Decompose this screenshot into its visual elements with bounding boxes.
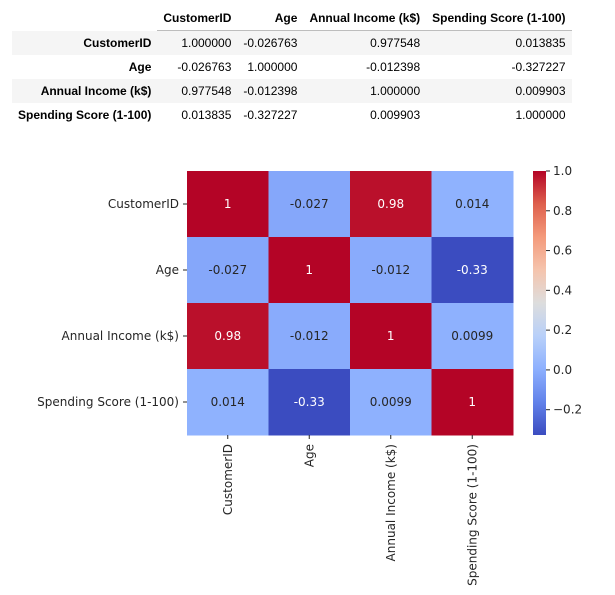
y-tick-label: Age: [156, 263, 179, 277]
cell-annotation: 0.98: [377, 197, 404, 211]
heatmap-cell: [187, 237, 269, 304]
table-row: Age -0.026763 1.000000 -0.012398 -0.327227: [12, 55, 572, 79]
heatmap-cell: [350, 171, 432, 238]
cell-annotation: -0.012: [371, 263, 410, 277]
heatmap-cell: [268, 237, 351, 304]
column-header: Spending Score (1-100): [426, 6, 572, 31]
cell-annotation: -0.027: [290, 197, 329, 211]
cell-annotation: 0.98: [214, 329, 241, 343]
table-cell: 0.009903: [370, 108, 421, 122]
heatmap-cell: [431, 171, 514, 238]
table-cell: -0.327227: [511, 60, 566, 74]
table-cell: 1.000000: [247, 60, 298, 74]
colorbar-tick-label: 0.8: [553, 204, 572, 218]
cell-annotation: 1: [305, 263, 313, 277]
table-row: CustomerID 1.000000 -0.026763 0.977548 0.013…: [12, 30, 572, 55]
heatmap-cell: [431, 303, 514, 370]
heatmap-cell: [431, 237, 514, 304]
heatmap-cell: [431, 369, 514, 436]
table-cell: -0.327227: [243, 108, 298, 122]
table-body: CustomerID 1.000000 -0.026763 0.977548 0.013…: [12, 30, 572, 128]
table-cell: -0.026763: [177, 60, 232, 74]
heatmap-cell: [187, 369, 269, 436]
x-tick-label: Annual Income (k$): [384, 444, 398, 561]
colorbar-tick-label: 0.0: [553, 363, 572, 377]
colorbar-tick-label: −0.2: [553, 403, 582, 417]
table-cell: -0.012398: [243, 84, 298, 98]
cell-annotation: -0.33: [294, 395, 325, 409]
row-header: Age: [128, 60, 152, 74]
cell-annotation: -0.33: [457, 263, 488, 277]
colorbar-tick-label: 0.4: [553, 283, 572, 297]
colorbar: [533, 171, 546, 435]
colorbar-tick-label: 1.0: [553, 164, 572, 178]
table-row: Annual Income (k$) 0.977548 -0.012398 1.000…: [12, 79, 572, 103]
correlation-table: CustomerID Age Annual Income (k$) Spending …: [12, 6, 572, 127]
colorbar-tick-label: 0.6: [553, 244, 572, 258]
row-header: Annual Income (k$): [40, 84, 152, 98]
heatmap-cell: [187, 171, 269, 238]
heatmap-cell: [187, 303, 269, 370]
table-row: Spending Score (1-100) 0.013835 -0.327227 0…: [12, 103, 572, 127]
table-cell: 1.000000: [515, 108, 566, 122]
heatmap-cell: [350, 303, 432, 370]
column-header: Annual Income (k$): [303, 6, 427, 31]
table-cell: 0.013835: [515, 36, 566, 50]
x-tick-label: Age: [302, 444, 316, 467]
row-header: Spending Score (1-100): [18, 108, 152, 122]
cell-annotation: 1: [224, 197, 232, 211]
x-tick-label: Spending Score (1-100): [465, 444, 479, 586]
cell-annotation: 1: [387, 329, 395, 343]
header-row: CustomerID Age Annual Income (k$) Spending …: [12, 6, 572, 31]
heatmap-cell: [268, 369, 351, 436]
cell-annotation: -0.012: [290, 329, 329, 343]
cell-annotation: 0.0099: [451, 329, 493, 343]
cell-annotation: 0.014: [455, 197, 489, 211]
table-cell: -0.026763: [243, 36, 298, 50]
y-tick-label: Spending Score (1-100): [37, 395, 179, 409]
table-cell: 0.009903: [515, 84, 566, 98]
cell-annotation: 0.014: [211, 395, 245, 409]
table-header: CustomerID Age Annual Income (k$) Spending …: [12, 6, 572, 31]
heatmap-cell: [350, 237, 432, 304]
table-cell: -0.012398: [366, 60, 421, 74]
cell-annotation: 0.0099: [370, 395, 412, 409]
table-cell: 0.013835: [181, 108, 232, 122]
cell-annotation: -0.027: [208, 263, 247, 277]
table-cell: 0.977548: [181, 84, 232, 98]
heatmap-cell: [268, 303, 351, 370]
table-cell: 0.977548: [370, 36, 421, 50]
colorbar-tick-label: 0.2: [553, 323, 572, 337]
y-tick-label: CustomerID: [108, 197, 179, 211]
table-cell: 1.000000: [181, 36, 232, 50]
cell-annotation: 1: [468, 395, 476, 409]
heatmap-cell: [350, 369, 432, 436]
column-header: Age: [237, 6, 304, 31]
row-header: CustomerID: [83, 35, 152, 50]
table-cell: 1.000000: [370, 84, 421, 98]
heatmap-cell: [268, 171, 351, 238]
column-header: CustomerID: [157, 6, 238, 31]
x-tick-label: CustomerID: [221, 444, 235, 515]
y-tick-label: Annual Income (k$): [62, 329, 179, 343]
